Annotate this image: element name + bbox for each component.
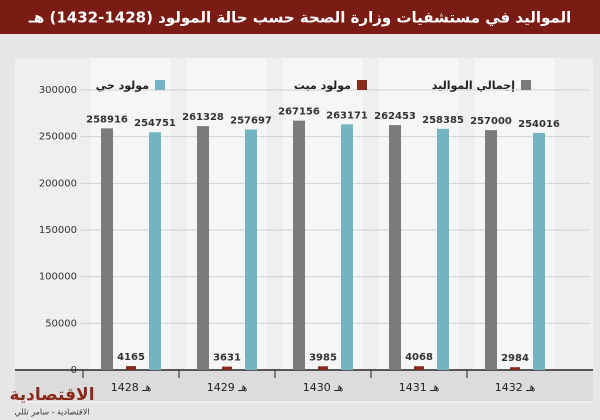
value-label: 2984 — [501, 353, 529, 364]
legend-swatch — [521, 80, 531, 90]
value-label: 4165 — [117, 352, 145, 363]
bar — [126, 366, 136, 370]
y-tick-label: 50000 — [45, 318, 77, 329]
bar — [222, 366, 232, 370]
legend-label: مولود ميت — [294, 79, 351, 92]
value-label: 254751 — [134, 118, 176, 129]
logo: الاقتصادية — [9, 385, 94, 405]
bar — [293, 120, 305, 370]
bar — [510, 367, 520, 370]
y-tick-label: 100000 — [39, 272, 77, 283]
bar — [318, 366, 328, 370]
value-label: 257697 — [230, 115, 272, 126]
value-label: 254016 — [518, 119, 560, 130]
x-tick-label: 1428 هـ — [111, 381, 152, 394]
y-tick-label: 200000 — [39, 178, 77, 189]
x-tick-label: 1429 هـ — [207, 381, 248, 394]
bar — [437, 128, 449, 370]
legend-label: مولود حي — [96, 79, 149, 92]
x-tick-label: 1430 هـ — [303, 381, 344, 394]
x-tick-label: 1432 هـ — [495, 381, 536, 394]
bar — [341, 124, 353, 370]
value-label: 267156 — [278, 107, 320, 118]
chart-title: المواليد في مستشفيات وزارة الصحة حسب حال… — [28, 9, 571, 27]
value-label: 262453 — [374, 111, 416, 122]
bar — [197, 126, 209, 370]
bar — [533, 132, 545, 370]
legend-swatch — [155, 80, 165, 90]
value-label: 263171 — [326, 110, 368, 121]
value-label: 3631 — [213, 353, 241, 364]
title-bar — [0, 0, 600, 34]
value-label: 261328 — [182, 112, 224, 123]
value-label: 258385 — [422, 115, 464, 126]
bar — [414, 366, 424, 370]
bar — [389, 125, 401, 370]
value-label: 3985 — [309, 352, 337, 363]
legend-label: إجمالي المواليد — [432, 79, 515, 92]
y-tick-label: 250000 — [39, 132, 77, 143]
bar — [101, 128, 113, 370]
value-label: 4068 — [405, 352, 433, 363]
bar — [485, 130, 497, 370]
category-band — [15, 371, 593, 401]
y-tick-label: 300000 — [39, 85, 77, 96]
y-tick-label: 150000 — [39, 225, 77, 236]
legend-swatch — [357, 80, 367, 90]
bar — [149, 132, 161, 370]
value-label: 258916 — [86, 114, 128, 125]
x-tick-label: 1431 هـ — [399, 381, 440, 394]
value-label: 257000 — [470, 116, 512, 127]
credit: الاقتصادية - سامر تللي — [14, 408, 89, 417]
bar — [245, 129, 257, 370]
